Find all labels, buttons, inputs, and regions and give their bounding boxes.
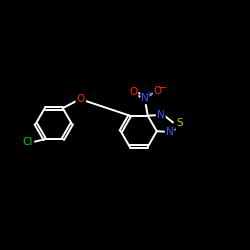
Text: +: + [146,90,152,100]
Text: N: N [166,127,173,137]
Text: N: N [142,93,149,103]
Text: −: − [158,83,168,93]
Text: Cl: Cl [23,137,33,147]
Text: N: N [157,110,164,120]
Text: S: S [176,118,183,128]
Text: O: O [154,86,162,96]
Text: O: O [129,87,138,97]
Text: O: O [76,94,85,104]
